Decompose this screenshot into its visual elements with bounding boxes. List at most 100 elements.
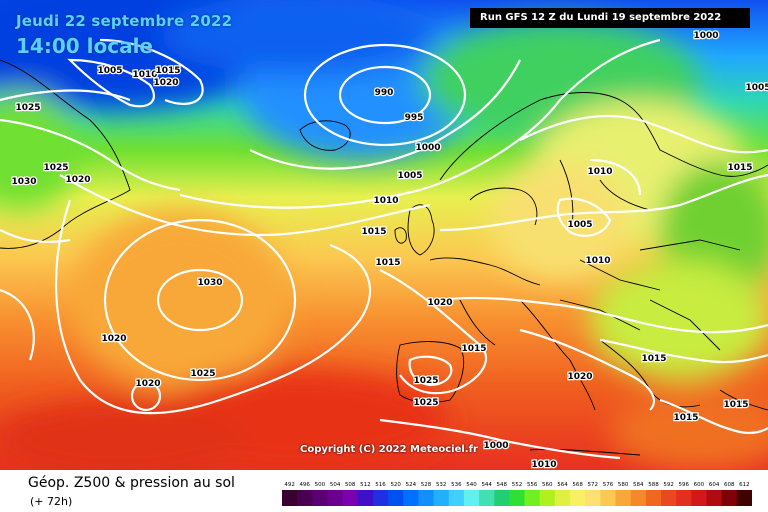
- isobar-label: 995: [405, 113, 424, 123]
- isobar-label: 1015: [361, 227, 386, 237]
- isobar-label: 1015: [461, 344, 486, 354]
- isobar-label: 1015: [641, 354, 666, 364]
- scale-tick-label: 552: [512, 482, 523, 488]
- scale-swatch: [691, 490, 707, 506]
- color-scale: 492 496 500 504 508 512 516 520 524 528 532 536 540 5…: [282, 482, 752, 506]
- legend-footer: Géop. Z500 & pression au sol (+ 72h) 492…: [0, 470, 768, 512]
- scale-tick-label: 568: [572, 482, 583, 488]
- scale-swatch: [342, 490, 359, 506]
- scale-swatch: [645, 490, 662, 506]
- scale-swatch: [494, 490, 510, 506]
- forecast-offset: (+ 72h): [30, 495, 73, 508]
- scale-tick-label: 560: [542, 482, 553, 488]
- scale-tick-label: 576: [603, 482, 614, 488]
- isobar-label: 1005: [97, 66, 122, 76]
- isobar-label: 1025: [15, 103, 40, 113]
- scale-tick-label: 604: [709, 482, 720, 488]
- scale-swatch: [706, 490, 722, 506]
- scale-swatch: [403, 490, 419, 506]
- scale-swatch: [676, 490, 692, 506]
- scale-tick-label: 532: [436, 482, 447, 488]
- isobar-label: 1010: [373, 196, 398, 206]
- isobar-label: 1015: [375, 258, 400, 268]
- forecast-local-time: 14:00 locale: [16, 34, 153, 58]
- scale-swatch: [570, 490, 586, 506]
- scale-tick-label: 520: [390, 482, 401, 488]
- scale-tick-label: 528: [421, 482, 432, 488]
- scale-swatch: [630, 490, 647, 506]
- scale-tick-label: 572: [588, 482, 599, 488]
- scale-swatch: [282, 490, 298, 506]
- scale-tick-label: 504: [330, 482, 341, 488]
- scale-swatch: [448, 490, 465, 506]
- scale-tick-label: 612: [739, 482, 750, 488]
- isobar-label: 1000: [415, 143, 440, 153]
- isobar-label: 1020: [153, 78, 178, 88]
- scale-tick-label: 608: [724, 482, 735, 488]
- scale-swatch: [524, 490, 541, 506]
- scale-tick-label: 548: [497, 482, 508, 488]
- isobar-label: 1010: [587, 167, 612, 177]
- coastlines: [0, 59, 768, 456]
- isobar-label: 1005: [745, 83, 768, 93]
- scale-swatch: [388, 490, 404, 506]
- scale-swatch: [509, 490, 525, 506]
- scale-tick-label: 592: [663, 482, 674, 488]
- scale-tick-label: 564: [557, 482, 568, 488]
- scale-swatch: [327, 490, 343, 506]
- isobar-label: 1020: [135, 379, 160, 389]
- isobar-label: 1015: [155, 66, 180, 76]
- isobar-label: 1015: [723, 400, 748, 410]
- scale-swatch: [463, 490, 480, 506]
- scale-tick-label: 600: [694, 482, 705, 488]
- isobar-label: 1020: [101, 334, 126, 344]
- scale-tick-label: 512: [360, 482, 371, 488]
- scale-swatch: [418, 490, 434, 506]
- scale-tick-label: 556: [527, 482, 538, 488]
- scale-tick-label: 540: [466, 482, 477, 488]
- scale-swatch: [373, 490, 389, 506]
- scale-tick-label: 496: [299, 482, 310, 488]
- scale-swatch: [615, 490, 631, 506]
- scale-tick-label: 524: [406, 482, 417, 488]
- isobar-label: 1025: [413, 398, 438, 408]
- scale-swatch: [297, 490, 313, 506]
- isobar-label: 1010: [132, 70, 157, 80]
- isobar-label: 1005: [567, 220, 592, 230]
- isobar-label: 1020: [427, 298, 452, 308]
- scale-swatch: [357, 490, 374, 506]
- isobar-label: 1020: [65, 175, 90, 185]
- copyright-notice: Copyright (C) 2022 Meteociel.fr: [300, 444, 478, 455]
- isobar-label: 1030: [11, 177, 36, 187]
- isobar-label: 1010: [531, 460, 556, 470]
- isobar-label: 1000: [483, 441, 508, 451]
- model-run-info: Run GFS 12 Z du Lundi 19 septembre 2022: [470, 8, 750, 28]
- scale-swatch: [600, 490, 616, 506]
- isobar-label: 990: [375, 88, 394, 98]
- scale-swatch: [721, 490, 738, 506]
- scale-tick-label: 492: [284, 482, 295, 488]
- geopotential-anomalies: [0, 0, 768, 470]
- isobar-label: 1000: [693, 31, 718, 41]
- scale-swatch: [479, 490, 495, 506]
- scale-swatch: [539, 490, 556, 506]
- scale-tick-label: 500: [315, 482, 326, 488]
- isobar-label: 1015: [727, 163, 752, 173]
- isobar-label: 1025: [190, 369, 215, 379]
- scale-swatch: [312, 490, 328, 506]
- scale-tick-label: 536: [451, 482, 462, 488]
- scale-swatch: [736, 490, 752, 506]
- isobar-label: 1015: [673, 413, 698, 423]
- scale-tick-label: 588: [648, 482, 659, 488]
- scale-tick-label: 584: [633, 482, 644, 488]
- scale-tick-label: 508: [345, 482, 356, 488]
- isobars: [0, 38, 768, 460]
- scale-swatch: [554, 490, 571, 506]
- scale-tick-label: 596: [679, 482, 690, 488]
- map-title: Géop. Z500 & pression au sol: [28, 475, 235, 491]
- scale-swatch: [433, 490, 450, 506]
- isobar-label: 1025: [413, 376, 438, 386]
- geopotential-map: 9909951000100510101015101510201030102010…: [0, 0, 768, 470]
- isobar-label: 1005: [397, 171, 422, 181]
